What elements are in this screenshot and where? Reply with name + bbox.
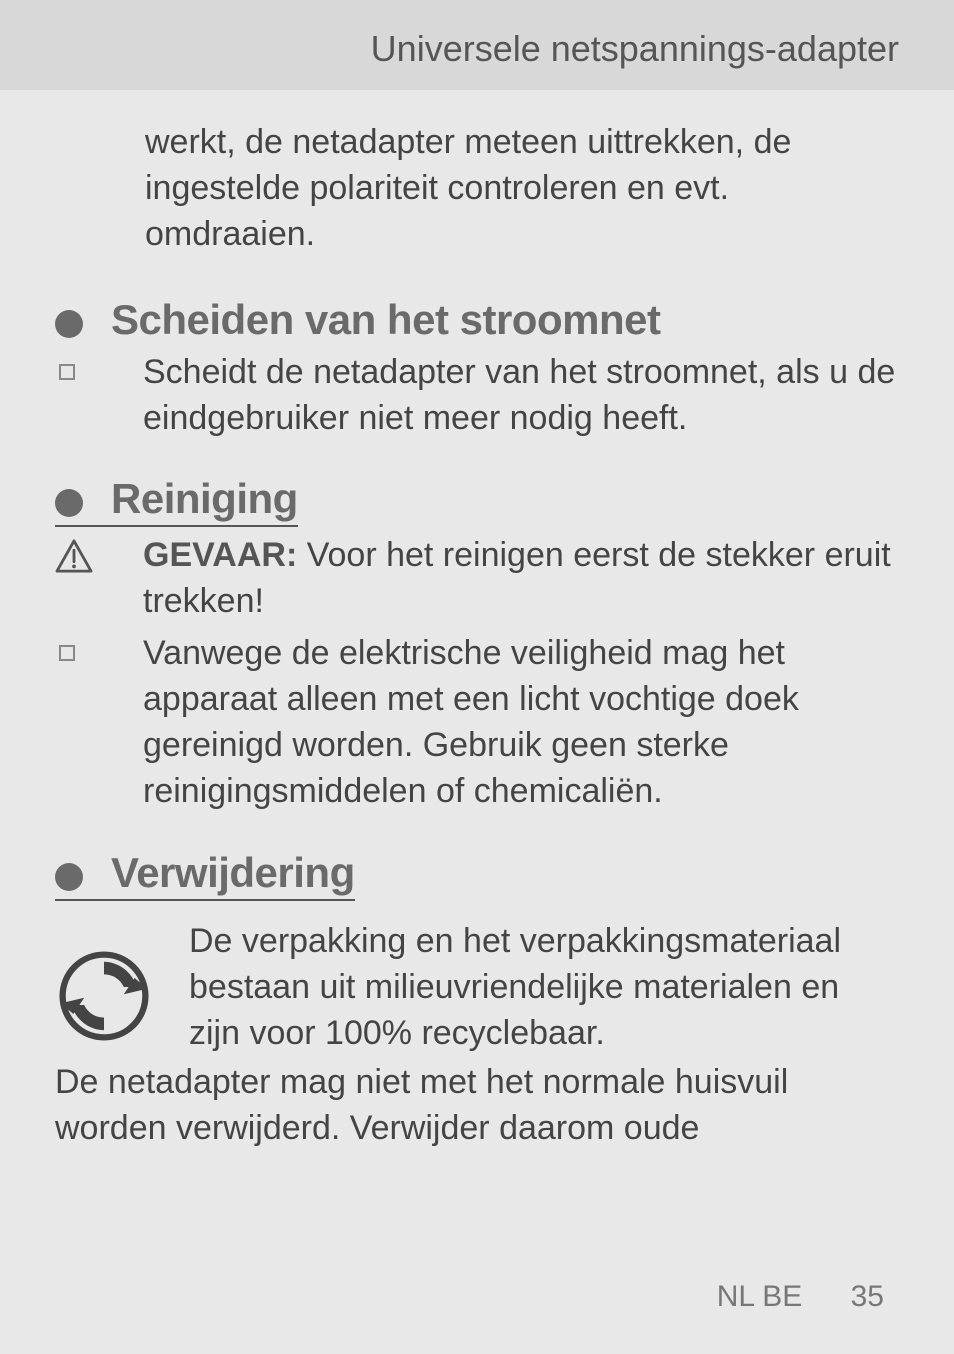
warning-triangle-icon	[55, 539, 93, 573]
section-head-scheiden: Scheiden van het stroomnet	[55, 296, 899, 344]
footer-locale: NL BE	[717, 1280, 803, 1313]
list-item: Vanwege de elektrische veiligheid mag he…	[55, 631, 899, 815]
section-head-verwijdering: Verwijdering	[55, 849, 355, 901]
section-title-scheiden: Scheiden van het stroomnet	[111, 296, 660, 344]
list-item-text: Vanwege de elektrische veiligheid mag he…	[143, 631, 899, 815]
intro-paragraph: werkt, de netadapter meteen uittrekken, …	[145, 120, 899, 258]
section-scheiden: Scheiden van het stroomnet Scheidt de ne…	[55, 296, 899, 442]
header-band: Universele netspannings-adapter	[0, 0, 954, 90]
section-head-reiniging: Reiniging	[55, 475, 298, 527]
recycle-block: De verpakking en het verpakkingsmateriaa…	[55, 919, 899, 1057]
footer-page-number: 35	[851, 1280, 884, 1313]
section-reiniging: Reiniging GEVAAR: Voor het reinigen eers…	[55, 475, 899, 814]
bullet-icon	[55, 489, 83, 517]
warning-label: GEVAAR:	[143, 536, 297, 574]
list-item-text: Scheidt de netadapter van het stroomnet,…	[143, 350, 899, 442]
header-title: Universele netspannings-adapter	[371, 28, 899, 69]
page: Universele netspannings-adapter werkt, d…	[0, 0, 954, 1152]
section-verwijdering: Verwijdering De verpakking en het verpak…	[55, 849, 899, 1152]
section-title-reiniging: Reiniging	[111, 475, 298, 523]
bullet-icon	[55, 310, 83, 338]
list-item: Scheidt de netadapter van het stroomnet,…	[55, 350, 899, 442]
square-bullet-icon	[59, 364, 75, 380]
square-bullet-icon	[59, 645, 75, 661]
bullet-icon	[55, 863, 83, 891]
recycle-text: De verpakking en het verpakkingsmateriaa…	[189, 919, 899, 1057]
after-recycle-text: De netadapter mag niet met het normale h…	[55, 1060, 899, 1152]
warning-row: GEVAAR: Voor het reinigen eerst de stek­…	[55, 533, 899, 625]
page-footer: NL BE 35	[717, 1280, 884, 1314]
recycle-icon	[59, 951, 149, 1041]
warning-text: GEVAAR: Voor het reinigen eerst de stek­…	[143, 533, 899, 625]
section-title-verwijdering: Verwijdering	[111, 849, 355, 897]
